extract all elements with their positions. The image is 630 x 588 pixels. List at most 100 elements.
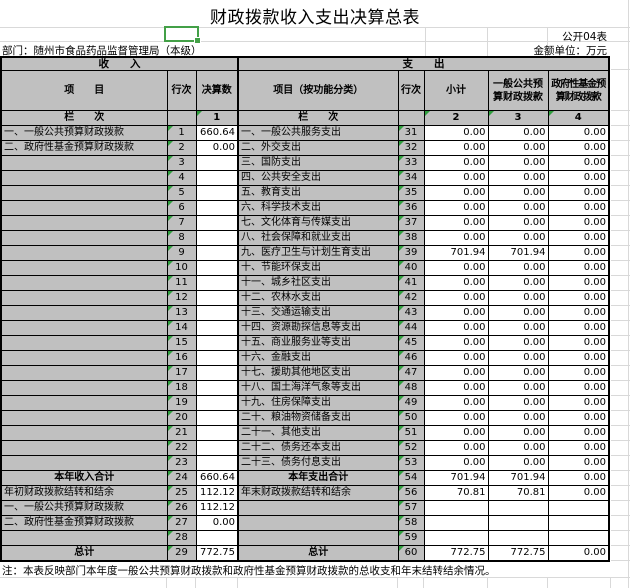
income-value-cell[interactable]: 772.75 bbox=[195, 545, 239, 562]
expense-rowno-cell[interactable]: 54 bbox=[397, 470, 425, 486]
expense-rowno-cell[interactable]: 33 bbox=[397, 155, 425, 171]
expense-general-cell[interactable]: 0.00 bbox=[487, 215, 549, 231]
expense-subtotal-cell[interactable]: 701.94 bbox=[423, 245, 489, 261]
expense-general-cell[interactable]: 0.00 bbox=[487, 425, 549, 441]
col-header-item-func[interactable]: 项目（按功能分类） bbox=[237, 70, 399, 111]
expense-govfund-cell[interactable]: 0.00 bbox=[547, 395, 610, 411]
expense-govfund-cell[interactable] bbox=[547, 515, 610, 531]
expense-subtotal-cell[interactable]: 0.00 bbox=[423, 410, 489, 426]
expense-govfund-cell[interactable]: 0.00 bbox=[547, 320, 610, 336]
expense-item-cell[interactable]: 二十、粮油物资储备支出 bbox=[237, 410, 399, 426]
col-header-rowno2[interactable]: 行次 bbox=[397, 70, 425, 111]
income-item-cell[interactable] bbox=[0, 200, 168, 216]
income-item-cell[interactable]: 年初财政拨款结转和结余 bbox=[0, 485, 168, 501]
expense-subtotal-cell[interactable]: 0.00 bbox=[423, 350, 489, 366]
expense-section-header[interactable]: 支 出 bbox=[237, 56, 610, 71]
income-rowno-cell[interactable]: 22 bbox=[166, 440, 197, 456]
expense-general-cell[interactable] bbox=[487, 515, 549, 531]
income-value-cell[interactable]: 0.00 bbox=[195, 140, 239, 156]
expense-rowno-cell[interactable]: 34 bbox=[397, 170, 425, 186]
expense-subtotal-cell[interactable]: 0.00 bbox=[423, 260, 489, 276]
expense-govfund-cell[interactable]: 0.00 bbox=[547, 335, 610, 351]
expense-general-cell[interactable]: 701.94 bbox=[487, 245, 549, 261]
lanci-blank-cell[interactable] bbox=[397, 110, 425, 126]
income-item-cell[interactable] bbox=[0, 245, 168, 261]
expense-govfund-cell[interactable]: 0.00 bbox=[547, 140, 610, 156]
expense-general-cell[interactable]: 0.00 bbox=[487, 125, 549, 141]
expense-item-cell[interactable]: 十九、住房保障支出 bbox=[237, 395, 399, 411]
expense-general-cell[interactable]: 0.00 bbox=[487, 260, 549, 276]
income-value-cell[interactable] bbox=[195, 335, 239, 351]
income-rowno-cell[interactable]: 16 bbox=[166, 350, 197, 366]
expense-govfund-cell[interactable]: 0.00 bbox=[547, 230, 610, 246]
income-value-cell[interactable] bbox=[195, 410, 239, 426]
income-value-cell[interactable] bbox=[195, 380, 239, 396]
income-item-cell[interactable] bbox=[0, 215, 168, 231]
col-header-general-budget[interactable]: 一般公共预算财政拨款 bbox=[487, 70, 549, 111]
income-item-cell[interactable] bbox=[0, 320, 168, 336]
expense-rowno-cell[interactable]: 46 bbox=[397, 350, 425, 366]
expense-item-cell[interactable]: 七、文化体育与传媒支出 bbox=[237, 215, 399, 231]
expense-item-cell[interactable] bbox=[237, 515, 399, 531]
expense-general-cell[interactable]: 0.00 bbox=[487, 335, 549, 351]
expense-general-cell[interactable]: 0.00 bbox=[487, 275, 549, 291]
expense-rowno-cell[interactable]: 56 bbox=[397, 485, 425, 501]
expense-general-cell[interactable]: 0.00 bbox=[487, 155, 549, 171]
income-item-cell[interactable] bbox=[0, 335, 168, 351]
expense-rowno-cell[interactable]: 37 bbox=[397, 215, 425, 231]
expense-rowno-cell[interactable]: 58 bbox=[397, 515, 425, 531]
expense-general-cell[interactable] bbox=[487, 500, 549, 516]
expense-general-cell[interactable]: 0.00 bbox=[487, 185, 549, 201]
expense-general-cell[interactable]: 0.00 bbox=[487, 170, 549, 186]
expense-subtotal-cell[interactable] bbox=[423, 515, 489, 531]
expense-rowno-cell[interactable]: 44 bbox=[397, 320, 425, 336]
expense-rowno-cell[interactable]: 31 bbox=[397, 125, 425, 141]
expense-general-cell[interactable]: 0.00 bbox=[487, 290, 549, 306]
col-header-rowno[interactable]: 行次 bbox=[166, 70, 197, 111]
expense-item-cell[interactable]: 二、外交支出 bbox=[237, 140, 399, 156]
expense-rowno-cell[interactable]: 40 bbox=[397, 260, 425, 276]
expense-govfund-cell[interactable]: 0.00 bbox=[547, 290, 610, 306]
expense-govfund-cell[interactable]: 0.00 bbox=[547, 260, 610, 276]
income-value-cell[interactable] bbox=[195, 230, 239, 246]
income-rowno-cell[interactable]: 6 bbox=[166, 200, 197, 216]
expense-rowno-cell[interactable]: 57 bbox=[397, 500, 425, 516]
expense-subtotal-cell[interactable]: 0.00 bbox=[423, 230, 489, 246]
income-item-cell[interactable] bbox=[0, 350, 168, 366]
expense-rowno-cell[interactable]: 53 bbox=[397, 455, 425, 471]
income-rowno-cell[interactable]: 10 bbox=[166, 260, 197, 276]
expense-general-cell[interactable]: 0.00 bbox=[487, 440, 549, 456]
expense-item-cell[interactable]: 本年支出合计 bbox=[237, 470, 399, 486]
expense-rowno-cell[interactable]: 41 bbox=[397, 275, 425, 291]
income-item-cell[interactable] bbox=[0, 395, 168, 411]
expense-item-cell[interactable]: 十二、农林水支出 bbox=[237, 290, 399, 306]
expense-item-cell[interactable]: 六、科学技术支出 bbox=[237, 200, 399, 216]
expense-govfund-cell[interactable]: 0.00 bbox=[547, 170, 610, 186]
income-rowno-cell[interactable]: 4 bbox=[166, 170, 197, 186]
expense-item-cell[interactable]: 十七、援助其他地区支出 bbox=[237, 365, 399, 381]
income-value-cell[interactable] bbox=[195, 440, 239, 456]
income-item-cell[interactable] bbox=[0, 440, 168, 456]
expense-general-cell[interactable]: 0.00 bbox=[487, 365, 549, 381]
expense-item-cell[interactable]: 二十一、其他支出 bbox=[237, 425, 399, 441]
expense-item-cell[interactable]: 十六、金融支出 bbox=[237, 350, 399, 366]
expense-general-cell[interactable]: 0.00 bbox=[487, 455, 549, 471]
col-header-item[interactable]: 项 目 bbox=[0, 70, 168, 111]
expense-subtotal-cell[interactable] bbox=[423, 500, 489, 516]
income-rowno-cell[interactable]: 19 bbox=[166, 395, 197, 411]
lanci-label-expense[interactable]: 栏 次 bbox=[237, 110, 399, 126]
expense-item-cell[interactable]: 总计 bbox=[237, 545, 399, 562]
expense-subtotal-cell[interactable]: 0.00 bbox=[423, 215, 489, 231]
expense-general-cell[interactable]: 0.00 bbox=[487, 320, 549, 336]
income-item-cell[interactable]: 一、一般公共预算财政拨款 bbox=[0, 500, 168, 516]
lanci-col-3[interactable]: 3 bbox=[487, 110, 549, 126]
expense-item-cell[interactable]: 十一、城乡社区支出 bbox=[237, 275, 399, 291]
col-header-final-amount[interactable]: 决算数 bbox=[195, 70, 239, 111]
expense-item-cell[interactable]: 二十三、债务付息支出 bbox=[237, 455, 399, 471]
expense-subtotal-cell[interactable]: 0.00 bbox=[423, 140, 489, 156]
expense-subtotal-cell[interactable]: 0.00 bbox=[423, 155, 489, 171]
income-value-cell[interactable]: 112.12 bbox=[195, 485, 239, 501]
expense-rowno-cell[interactable]: 38 bbox=[397, 230, 425, 246]
income-item-cell[interactable]: 二、政府性基金预算财政拨款 bbox=[0, 515, 168, 531]
expense-rowno-cell[interactable]: 35 bbox=[397, 185, 425, 201]
